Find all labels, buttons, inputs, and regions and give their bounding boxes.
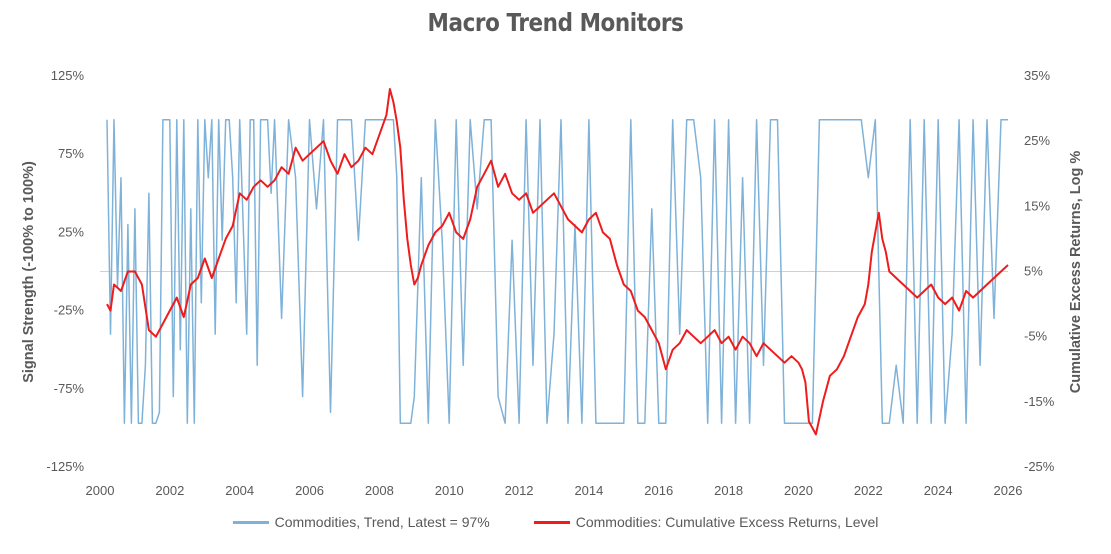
series-lines bbox=[106, 88, 1009, 436]
x-tick-label: 2016 bbox=[644, 483, 673, 498]
x-axis-ticks: 2000 2002 2004 2006 2008 2010 2012 2014 2016 2018… bbox=[86, 483, 1023, 498]
left-tick-label: -125% bbox=[46, 459, 84, 474]
left-tick-label: 25% bbox=[58, 224, 84, 239]
legend-label-trend: Commodities, Trend, Latest = 97% bbox=[274, 514, 490, 530]
x-tick-label: 2004 bbox=[225, 483, 254, 498]
x-tick-label: 2008 bbox=[365, 483, 394, 498]
right-tick-label: -15% bbox=[1024, 394, 1055, 409]
legend-item-returns: Commodities: Cumulative Excess Returns, … bbox=[533, 514, 879, 530]
legend-item-trend: Commodities, Trend, Latest = 97% bbox=[232, 514, 490, 530]
right-axis-title: Cumulative Excess Returns, Log % bbox=[1068, 151, 1084, 394]
right-tick-label: 5% bbox=[1024, 264, 1043, 279]
series-line-returns bbox=[106, 88, 1009, 436]
x-tick-label: 2020 bbox=[784, 483, 813, 498]
x-tick-label: 2024 bbox=[924, 483, 953, 498]
left-tick-label: 75% bbox=[58, 146, 84, 161]
legend-swatch-returns bbox=[533, 520, 570, 524]
legend-swatch-trend bbox=[232, 520, 269, 524]
legend: Commodities, Trend, Latest = 97% Commodi… bbox=[0, 514, 1111, 530]
left-axis-ticks: 125% 75% 25% -25% -75% -125% bbox=[46, 68, 84, 474]
chart-title: Macro Trend Monitors bbox=[427, 8, 684, 37]
x-tick-label: 2022 bbox=[854, 483, 883, 498]
x-tick-label: 2000 bbox=[86, 483, 115, 498]
right-tick-label: 25% bbox=[1024, 133, 1050, 148]
right-axis-ticks: 35% 25% 15% 5% -5% -15% -25% bbox=[1024, 68, 1055, 474]
series-line-trend bbox=[106, 119, 1008, 424]
right-tick-label: 15% bbox=[1024, 198, 1050, 213]
left-axis-title: Signal Strength (-100% to 100%) bbox=[21, 161, 37, 383]
left-tick-label: -75% bbox=[54, 381, 85, 396]
x-tick-label: 2026 bbox=[994, 483, 1023, 498]
x-tick-label: 2014 bbox=[574, 483, 603, 498]
left-tick-label: -25% bbox=[54, 303, 85, 318]
right-tick-label: 35% bbox=[1024, 68, 1050, 83]
x-tick-label: 2010 bbox=[435, 483, 464, 498]
left-tick-label: 125% bbox=[51, 68, 85, 83]
right-tick-label: -25% bbox=[1024, 459, 1055, 474]
legend-label-returns: Commodities: Cumulative Excess Returns, … bbox=[575, 514, 879, 530]
x-tick-label: 2006 bbox=[295, 483, 324, 498]
x-tick-label: 2012 bbox=[505, 483, 534, 498]
right-tick-label: -5% bbox=[1024, 329, 1048, 344]
x-tick-label: 2018 bbox=[714, 483, 743, 498]
x-tick-label: 2002 bbox=[155, 483, 184, 498]
